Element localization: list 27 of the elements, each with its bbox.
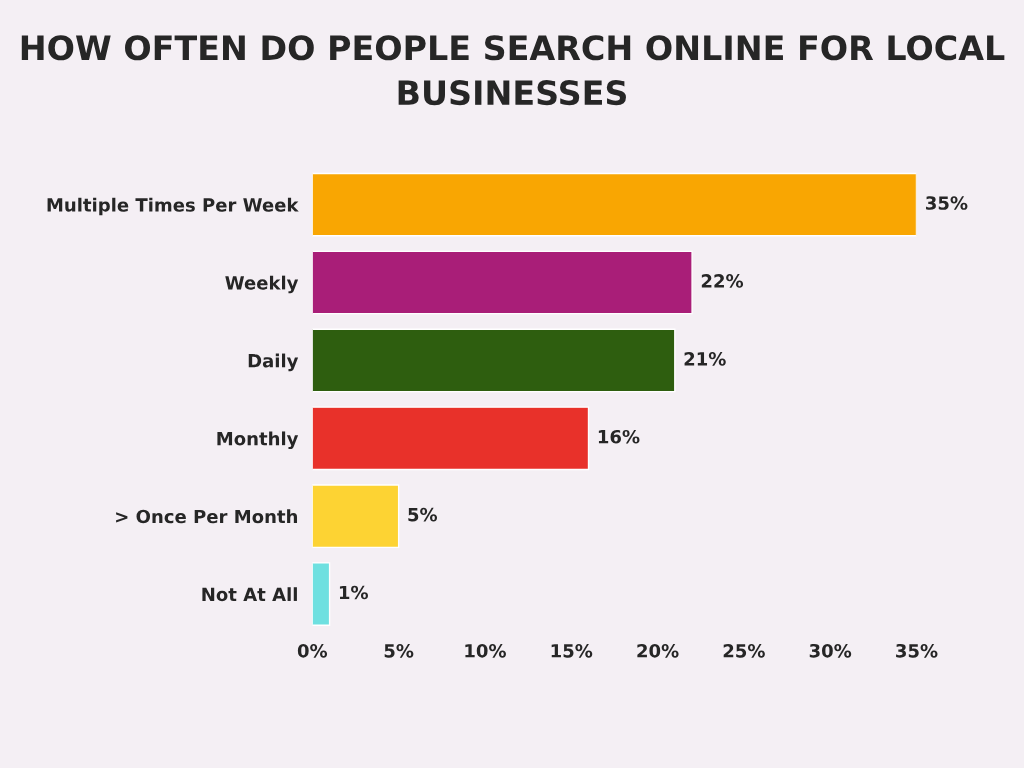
x-tick-label: 30% — [809, 643, 852, 658]
y-tick-label: Not At All — [202, 587, 297, 602]
y-tick-label: Multiple Times Per Week — [47, 197, 299, 216]
bar — [312, 250, 693, 315]
y-tick-label: Weekly — [225, 275, 299, 294]
x-tick-label: 15% — [551, 643, 593, 658]
data-label: 35% — [926, 196, 968, 210]
y-tick-label: > Once Per Month — [116, 509, 298, 524]
bar — [312, 172, 917, 237]
x-tick-label: 20% — [637, 643, 679, 658]
x-tick-label: 35% — [896, 643, 938, 658]
x-tick-label: 5% — [384, 643, 414, 658]
x-tick-label: 0% — [297, 643, 328, 658]
bar — [312, 484, 400, 549]
x-tick-label: 10% — [465, 643, 506, 658]
bar — [312, 328, 676, 393]
data-label: 5% — [408, 507, 438, 522]
bar — [312, 406, 590, 471]
y-tick-label: Monthly — [217, 431, 299, 450]
data-label: 16% — [598, 429, 640, 444]
data-label: 21% — [684, 352, 726, 366]
data-label: 1% — [339, 585, 368, 600]
data-label: 22% — [701, 274, 744, 288]
y-tick-label: Daily — [248, 353, 299, 372]
chart-title: HOW OFTEN DO PEOPLE SEARCH ONLINE FOR LOCAL BUSINESSES — [21, 35, 1005, 106]
x-tick-label: 25% — [723, 643, 765, 658]
bar — [312, 562, 331, 626]
